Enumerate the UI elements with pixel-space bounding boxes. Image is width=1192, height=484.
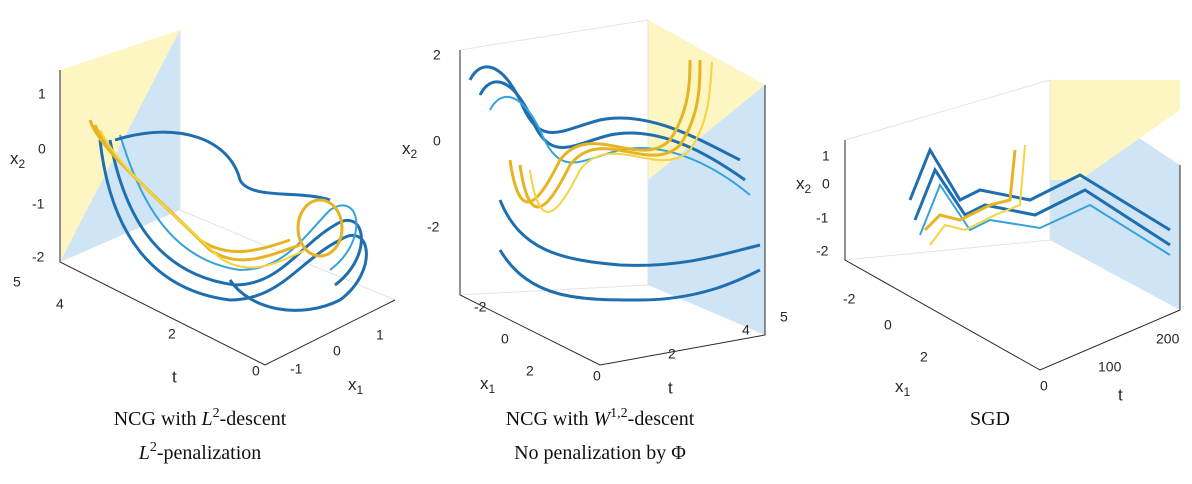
caption-text: -descent — [628, 408, 695, 430]
caption-sup: 2 — [150, 440, 157, 455]
tick-label: 2 — [668, 346, 676, 362]
tick-label: 1 — [38, 86, 46, 102]
tick-label: -2 — [843, 291, 856, 307]
figure: x2 1 0 -1 -2 5 4 2 0 t 1 0 -1 x1 NCG wit… — [0, 0, 1192, 484]
tick-label: 0 — [38, 141, 46, 157]
label-sub: 1 — [489, 382, 496, 396]
axis-label: t — [668, 378, 673, 397]
tick-label: 0 — [1040, 378, 1048, 394]
panel: x2 2 0 -2 -2 0 2 x1 0 2 4 5 t NCG with W… — [402, 20, 788, 464]
axis-label: x2 — [796, 174, 812, 196]
caption-sup: 2 — [213, 406, 220, 421]
label-sub: 1 — [357, 383, 364, 397]
tick-label: 1 — [376, 327, 384, 343]
tick-label: -2 — [427, 219, 440, 235]
caption: L2-penalization — [138, 440, 262, 464]
panel: x2 1 0 -1 -2 -2 0 2 x1 0 100 200 t SGD — [796, 80, 1180, 430]
tick-label: 2 — [433, 47, 441, 63]
tick-label: -1 — [290, 361, 303, 377]
label-sub: 1 — [904, 385, 911, 399]
tick-label: 0 — [884, 317, 892, 333]
tick-label: 100 — [1098, 359, 1122, 375]
tick-label: 2 — [920, 349, 928, 365]
caption-sup: 1,2 — [610, 406, 628, 421]
caption-text: NCG with — [114, 408, 202, 430]
z-label: x2 — [796, 174, 812, 196]
axis-label: t — [1118, 385, 1123, 404]
grid — [845, 80, 1050, 260]
caption-text: NCG with — [506, 408, 594, 430]
label-sub: 2 — [805, 182, 812, 196]
tick-label: -2 — [816, 243, 829, 259]
tick-label: 0 — [333, 343, 341, 359]
tick-label: 2 — [168, 326, 176, 342]
tick-label: 4 — [742, 322, 750, 338]
caption: NCG with W1,2-descent — [506, 406, 695, 430]
z-label: x2 — [402, 139, 418, 161]
tick-label: 0 — [593, 368, 601, 384]
tick-label: -1 — [32, 196, 45, 212]
tick-label: -1 — [816, 210, 829, 226]
trajectory — [298, 200, 342, 256]
z-label: x2 — [10, 149, 26, 171]
tick-label: 2 — [526, 363, 534, 379]
caption-text: -descent — [220, 408, 287, 430]
caption: SGD — [970, 408, 1010, 430]
axis-label: x1 — [895, 377, 911, 399]
grid — [180, 30, 395, 300]
caption: No penalization by Φ — [514, 442, 686, 464]
caption-var: L — [138, 442, 150, 464]
axis-label: x2 — [402, 139, 418, 161]
panel: x2 1 0 -1 -2 5 4 2 0 t 1 0 -1 x1 NCG wit… — [10, 30, 395, 464]
tick-label: 200 — [1156, 331, 1180, 347]
label-sub: 2 — [19, 157, 26, 171]
axis-label: x1 — [480, 374, 496, 396]
axis-label: x1 — [348, 375, 364, 397]
axis-label: x2 — [10, 149, 26, 171]
tick-label: 5 — [13, 274, 21, 290]
axis-label: t — [172, 367, 177, 386]
tick-label: 0 — [252, 363, 260, 379]
tick-label: 4 — [56, 296, 64, 312]
tick-label: 0 — [822, 176, 830, 192]
tick-label: -2 — [32, 249, 45, 265]
tick-label: -2 — [474, 299, 487, 315]
label-sub: 2 — [411, 147, 418, 161]
caption: NCG with L2-descent — [114, 406, 287, 430]
caption-text: -penalization — [157, 442, 261, 464]
caption-var: L — [201, 408, 213, 430]
tick-label: 5 — [780, 309, 788, 325]
tick-label: 0 — [501, 331, 509, 347]
tick-label: 1 — [822, 148, 830, 164]
tick-label: 0 — [433, 133, 441, 149]
